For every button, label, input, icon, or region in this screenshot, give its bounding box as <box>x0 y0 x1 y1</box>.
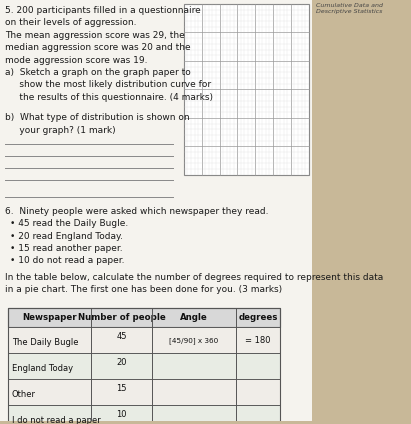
Text: • 15 read another paper.: • 15 read another paper. <box>10 244 123 253</box>
Text: 20: 20 <box>116 358 127 367</box>
Bar <box>9 353 280 379</box>
Text: show the most likely distribution curve for: show the most likely distribution curve … <box>5 81 211 89</box>
Text: Number of people: Number of people <box>78 313 165 322</box>
Bar <box>184 4 309 175</box>
Text: [45/90] x 360: [45/90] x 360 <box>169 337 219 344</box>
Bar <box>9 327 280 353</box>
Text: Newspaper: Newspaper <box>23 313 77 322</box>
Text: 10: 10 <box>116 410 127 419</box>
Bar <box>9 405 280 424</box>
Text: The Daily Bugle: The Daily Bugle <box>12 338 79 347</box>
Text: In the table below, calculate the number of degrees required to represent this d: In the table below, calculate the number… <box>5 273 383 282</box>
Bar <box>9 307 280 327</box>
Text: mode aggression score was 19.: mode aggression score was 19. <box>5 56 148 64</box>
Text: • 45 read the Daily Bugle.: • 45 read the Daily Bugle. <box>10 219 128 228</box>
Text: Other: Other <box>12 390 36 399</box>
Text: in a pie chart. The first one has been done for you. (3 marks): in a pie chart. The first one has been d… <box>5 285 282 294</box>
Text: 5. 200 participants filled in a questionnaire: 5. 200 participants filled in a question… <box>5 6 201 15</box>
Text: 6.  Ninety people were asked which newspaper they read.: 6. Ninety people were asked which newspa… <box>5 206 268 216</box>
Text: The mean aggression score was 29, the: The mean aggression score was 29, the <box>5 31 185 40</box>
Text: on their levels of aggression.: on their levels of aggression. <box>5 18 136 28</box>
Text: your graph? (1 mark): your graph? (1 mark) <box>5 126 115 135</box>
Text: Cumulative Data and Descriptive Statistics: Cumulative Data and Descriptive Statisti… <box>316 3 383 14</box>
Text: • 20 read England Today.: • 20 read England Today. <box>10 232 123 240</box>
Text: the results of this questionnaire. (4 marks): the results of this questionnaire. (4 ma… <box>5 93 213 102</box>
Text: 45: 45 <box>116 332 127 341</box>
Text: = 180: = 180 <box>245 336 271 345</box>
Text: I do not read a paper: I do not read a paper <box>12 416 101 424</box>
Text: b)  What type of distribution is shown on: b) What type of distribution is shown on <box>5 113 190 122</box>
Text: a)  Sketch a graph on the graph paper to: a) Sketch a graph on the graph paper to <box>5 68 191 77</box>
Bar <box>9 307 280 424</box>
Bar <box>9 379 280 405</box>
Text: degrees: degrees <box>238 313 278 322</box>
Text: 15: 15 <box>116 384 127 393</box>
Text: Angle: Angle <box>180 313 208 322</box>
Text: • 10 do not read a paper.: • 10 do not read a paper. <box>10 257 125 265</box>
Text: median aggression score was 20 and the: median aggression score was 20 and the <box>5 43 191 52</box>
Text: England Today: England Today <box>12 364 73 373</box>
